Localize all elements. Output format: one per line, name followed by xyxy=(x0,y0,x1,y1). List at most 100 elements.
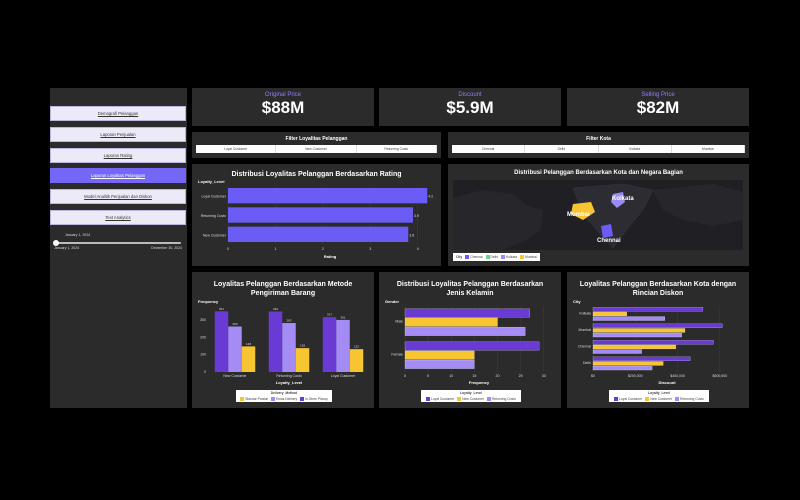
bar xyxy=(241,346,256,372)
kpi-label: Discount xyxy=(458,92,482,98)
x-axis-title: Discount xyxy=(658,380,676,385)
kpi-original-price: Original Price $88M xyxy=(192,88,374,126)
x-tick-label: $0 xyxy=(591,374,595,378)
data-label: 138 xyxy=(300,344,305,348)
y-tick-label: Kolkata xyxy=(579,311,591,315)
filter-city: Filter Kota Chennai Delhi Kolkata Mumbai xyxy=(448,132,749,158)
legend-item: Emas Delivery xyxy=(270,397,297,402)
filter-chip-returning[interactable]: Returning Custo xyxy=(357,145,437,153)
legend-item: In-Store Pickup xyxy=(300,397,328,402)
legend-title: City xyxy=(456,255,463,259)
legend-title: Loyalty_Level xyxy=(648,390,670,395)
data-label: 3.9 xyxy=(414,214,419,218)
x-axis-title: Frequency xyxy=(469,380,490,385)
delivery-chart-panel: Loyalitas Pelanggan Berdasarkan Metode P… xyxy=(192,272,374,408)
delivery-legend: Delivery_Method Standar Pandai Emas Deli… xyxy=(236,390,332,402)
chart-title: Distribusi Pelanggan Berdasarkan Kota da… xyxy=(514,170,683,176)
date-slider-track[interactable] xyxy=(55,242,181,244)
bar xyxy=(214,311,229,372)
delivery-chart: Frequency 0 100 200 300 351 263 148 New Customer… xyxy=(198,299,364,385)
map-landmass-east xyxy=(653,184,743,226)
y-axis-title: Frequency xyxy=(198,299,219,304)
bar xyxy=(592,361,664,366)
filter-chip-new[interactable]: New Customer xyxy=(276,145,357,153)
data-label: 148 xyxy=(246,342,251,346)
x-axis-title: Loyalty_Level xyxy=(276,380,302,385)
x-tick-label: $600,000 xyxy=(713,374,728,378)
data-label: 263 xyxy=(232,322,237,326)
filter-chip-kolkata[interactable]: Kolkata xyxy=(599,145,672,153)
date-slider-min: January 1, 2024 xyxy=(54,246,80,250)
map-region-kolkata[interactable] xyxy=(611,192,625,208)
bar xyxy=(404,317,498,327)
nav-demografi-pelanggan[interactable]: Demografi Pelanggan xyxy=(50,106,186,121)
nav-laporan-rating[interactable]: Laporan Rating xyxy=(50,148,186,163)
legend-title: Loyalty_Level xyxy=(460,390,482,395)
rating-chart: Loyalty_Level 0 1 2 3 4 Loyal Customer 4.2 Retur… xyxy=(198,179,433,259)
date-slider-value: January 1, 2024 xyxy=(65,233,91,237)
filter-loyalty: Filter Loyalitas Pelanggan Loyal Custome… xyxy=(192,132,441,158)
date-slider-max: December 30, 2024 xyxy=(151,246,182,250)
bar xyxy=(404,341,540,351)
filter-chip-loyal[interactable]: Loyal Customer xyxy=(196,145,277,153)
y-tick-label: 300 xyxy=(200,318,206,322)
kpi-selling-price: Selling Price $82M xyxy=(567,88,749,126)
bar xyxy=(404,359,475,369)
x-tick-label: 0 xyxy=(227,247,229,251)
y-tick-label: Mumbai xyxy=(579,328,592,332)
kpi-label: Selling Price xyxy=(641,92,675,98)
nav-text-analytics[interactable]: Text Analytics xyxy=(50,210,186,225)
map-region-mumbai[interactable] xyxy=(571,202,595,220)
bar xyxy=(322,317,337,372)
data-label: 301 xyxy=(340,315,345,319)
bar xyxy=(592,323,723,328)
nav-model-analitik[interactable]: Model Analitik Penjualan dan Diskon xyxy=(50,189,186,204)
gender-legend: Loyalty_Level Loyal Customer New Custome… xyxy=(421,390,521,402)
y-tick-label: 0 xyxy=(204,370,206,374)
bar xyxy=(349,349,364,372)
data-label: 349 xyxy=(273,307,278,311)
filter-chip-chennai[interactable]: Chennai xyxy=(452,145,526,153)
city-map[interactable]: Kolkata Mumbai Chennai xyxy=(453,180,743,250)
legend-title: Delivery_Method xyxy=(270,390,298,395)
kpi-value: $5.9M xyxy=(446,98,494,117)
bar xyxy=(592,311,627,317)
x-tick-label: Returning Custo xyxy=(276,374,301,378)
chart-title: Distribusi Loyalitas Pelanggan Berdasark… xyxy=(396,281,544,297)
y-axis-title: Gender xyxy=(385,299,399,304)
y-tick-label: Loyal Customer xyxy=(201,195,226,199)
legend-item: New Customer xyxy=(645,397,672,402)
filter-chip-delhi[interactable]: Delhi xyxy=(525,145,599,153)
legend-item: Delhi xyxy=(485,255,498,260)
legend-item: Chennai xyxy=(465,255,483,260)
x-tick-label: 3 xyxy=(369,247,371,251)
map-panel: Distribusi Pelanggan Berdasarkan Kota da… xyxy=(448,164,749,266)
legend-item: Returning Custo xyxy=(487,397,516,402)
bar xyxy=(282,323,296,372)
bar xyxy=(592,344,676,350)
y-tick-label: New Customer xyxy=(203,233,227,237)
x-tick-label: 25 xyxy=(519,374,523,378)
gender-chart: Gender 0 5 10 15 20 25 30 Male Female Frequency xyxy=(385,299,546,385)
y-tick-label: Returning Custo xyxy=(201,214,226,218)
date-slider-thumb[interactable] xyxy=(53,240,59,246)
map-region-chennai[interactable] xyxy=(601,224,613,238)
x-tick-label: 20 xyxy=(496,374,500,378)
chart-title: Loyalitas Pelanggan Berdasarkan Kota den… xyxy=(579,281,737,297)
x-tick-label: 30 xyxy=(542,374,546,378)
data-label: 351 xyxy=(219,307,224,311)
bar xyxy=(268,311,283,372)
x-axis-title: Rating xyxy=(324,254,337,259)
nav-laporan-penjualan[interactable]: Laporan Penjualan xyxy=(50,127,186,142)
filter-chip-mumbai[interactable]: Mumbai xyxy=(672,145,745,153)
filter-title: Filter Loyalitas Pelanggan xyxy=(285,136,348,142)
x-tick-label: $200,000 xyxy=(628,374,643,378)
y-axis-title: Loyalty_Level xyxy=(198,179,224,184)
map-landmass-west xyxy=(453,190,543,250)
nav-laporan-loyalitas-pelanggan[interactable]: Laporan Loyalitas Pelanggan xyxy=(50,168,186,183)
y-tick-label: Female xyxy=(391,353,403,357)
data-label: 132 xyxy=(354,345,359,349)
bar xyxy=(228,207,414,223)
map-label-kolkata: Kolkata xyxy=(612,196,634,202)
kpi-label: Original Price xyxy=(264,92,301,98)
